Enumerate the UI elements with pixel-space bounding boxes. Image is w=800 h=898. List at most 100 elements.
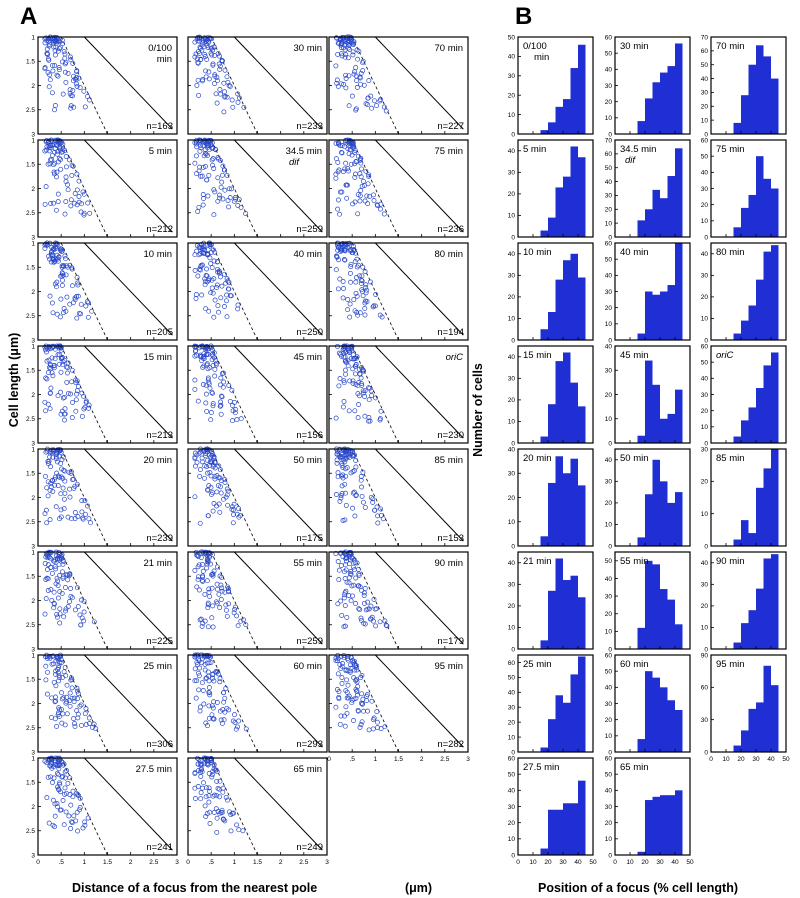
- data-point: [204, 723, 210, 729]
- data-point: [335, 286, 341, 292]
- data-point: [73, 380, 79, 386]
- data-point: [221, 304, 227, 309]
- data-point: [339, 246, 345, 252]
- data-point: [342, 166, 348, 172]
- reference-line-solid: [83, 551, 173, 645]
- data-point: [207, 243, 213, 249]
- data-point: [52, 564, 58, 570]
- data-point: [338, 713, 344, 719]
- y-tick-label: 10: [605, 416, 613, 423]
- data-point: [341, 595, 347, 601]
- y-tick-label: 10: [508, 419, 516, 426]
- data-point: [198, 774, 204, 779]
- data-point: [339, 491, 345, 496]
- data-point: [362, 586, 368, 591]
- y-tick-label: 20: [701, 408, 709, 415]
- x-tick-label: 2: [420, 756, 424, 763]
- y-tick-label: 30: [605, 593, 613, 600]
- data-point: [333, 140, 339, 146]
- data-point: [43, 663, 49, 669]
- data-point: [55, 804, 61, 810]
- histogram-bar: [675, 709, 683, 752]
- data-point: [65, 370, 70, 376]
- data-point: [339, 150, 344, 155]
- reference-line-solid: [83, 139, 173, 233]
- y-tick-label: 20: [605, 305, 613, 312]
- x-tick-label: 40: [574, 859, 582, 866]
- data-point: [349, 449, 355, 455]
- y-tick-label: 0: [511, 852, 515, 859]
- panel-title: 15 min: [523, 350, 552, 361]
- data-point: [220, 785, 226, 791]
- data-point: [350, 490, 356, 496]
- x-tick-label: 20: [544, 859, 552, 866]
- y-tick-label: 20: [605, 820, 613, 827]
- data-point: [74, 275, 80, 280]
- data-point: [73, 377, 79, 383]
- data-point: [59, 457, 65, 463]
- y-tick-label: 10: [508, 625, 516, 632]
- data-point: [217, 509, 223, 515]
- data-point: [343, 37, 349, 43]
- data-point: [370, 726, 376, 732]
- data-point: [56, 786, 61, 792]
- y-tick-label: 20: [605, 611, 613, 618]
- data-point: [341, 344, 347, 350]
- data-point: [371, 192, 376, 198]
- data-point: [343, 567, 349, 573]
- y-tick-label: 20: [508, 294, 516, 301]
- data-point: [192, 39, 198, 45]
- y-tick-label: 0: [608, 646, 612, 653]
- data-point: [67, 775, 73, 781]
- data-point: [59, 408, 65, 414]
- data-point: [355, 383, 361, 389]
- data-point: [341, 399, 347, 404]
- y-tick-label: 50: [508, 771, 516, 778]
- data-point: [230, 718, 236, 724]
- data-point: [232, 712, 237, 718]
- data-point: [209, 285, 215, 291]
- data-point: [200, 202, 206, 208]
- data-point: [333, 156, 339, 162]
- data-point: [197, 44, 203, 50]
- data-point: [362, 198, 368, 204]
- data-point: [365, 95, 371, 101]
- histogram-bar: [548, 217, 556, 237]
- data-point: [68, 516, 74, 522]
- x-tick-label: 0: [613, 859, 617, 866]
- data-point: [215, 303, 221, 309]
- data-point: [229, 811, 235, 816]
- data-point: [76, 194, 82, 199]
- data-point: [230, 520, 236, 526]
- data-point: [198, 790, 204, 796]
- data-point: [58, 507, 64, 513]
- data-point: [219, 585, 225, 591]
- panel-title: 30 min: [293, 43, 322, 54]
- data-point: [224, 276, 230, 282]
- reference-line-dashed: [210, 654, 258, 753]
- reference-line-solid: [374, 36, 464, 130]
- data-point: [81, 88, 87, 94]
- data-point: [55, 191, 61, 197]
- data-point: [335, 559, 341, 564]
- histogram-bar: [548, 590, 556, 649]
- data-point: [218, 399, 223, 405]
- data-point: [199, 459, 205, 465]
- data-point: [333, 415, 339, 421]
- y-tick-label: 2: [31, 804, 35, 811]
- data-point: [342, 481, 348, 487]
- x-tick-label: 0: [516, 859, 520, 866]
- data-point: [204, 761, 210, 767]
- data-point: [60, 475, 66, 481]
- data-point: [336, 694, 342, 700]
- data-point: [219, 283, 225, 289]
- data-point: [194, 171, 200, 177]
- histogram-bar: [756, 487, 764, 546]
- data-point: [63, 308, 69, 314]
- histogram-bar: [578, 406, 586, 443]
- data-point: [197, 467, 203, 472]
